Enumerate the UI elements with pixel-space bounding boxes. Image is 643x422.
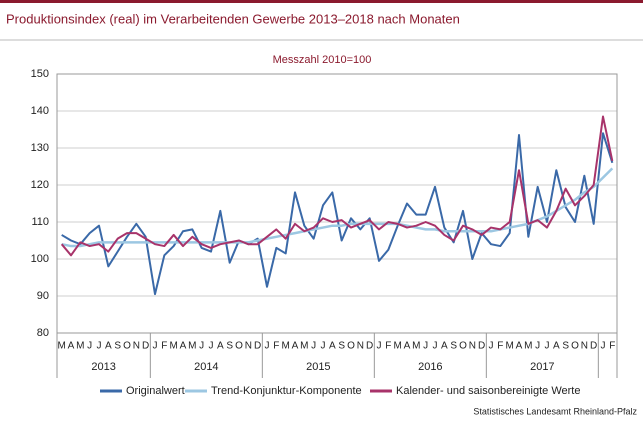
x-tick-label: J bbox=[199, 341, 204, 352]
x-tick-label: A bbox=[516, 341, 523, 352]
x-tick-label: J bbox=[601, 341, 606, 352]
x-tick-label: M bbox=[169, 341, 177, 352]
x-tick-label: A bbox=[68, 341, 75, 352]
x-tick-label: S bbox=[562, 341, 569, 352]
x-tick-label: M bbox=[188, 341, 196, 352]
x-tick-label: M bbox=[393, 341, 401, 352]
top-rule bbox=[0, 0, 643, 3]
x-tick-label: A bbox=[217, 341, 224, 352]
x-tick-label: D bbox=[590, 341, 597, 352]
x-tick-label: M bbox=[524, 341, 532, 352]
y-tick-label: 140 bbox=[31, 105, 49, 117]
x-tick-label: J bbox=[87, 341, 92, 352]
x-tick-label: A bbox=[292, 341, 299, 352]
x-tick-label: J bbox=[321, 341, 326, 352]
x-tick-label: M bbox=[281, 341, 289, 352]
x-tick-label: M bbox=[76, 341, 84, 352]
y-tick-label: 130 bbox=[31, 142, 49, 154]
x-tick-label: M bbox=[300, 341, 308, 352]
chart-subtitle: Messzahl 2010=100 bbox=[273, 54, 372, 66]
y-tick-label: 100 bbox=[31, 253, 49, 265]
x-tick-label: S bbox=[450, 341, 457, 352]
x-tick-label: F bbox=[273, 341, 279, 352]
x-tick-label: D bbox=[142, 341, 149, 352]
x-tick-label: J bbox=[423, 341, 428, 352]
x-tick-label: J bbox=[545, 341, 550, 352]
x-tick-label: A bbox=[404, 341, 411, 352]
x-tick-label: S bbox=[114, 341, 121, 352]
x-tick-label: J bbox=[433, 341, 438, 352]
y-tick-label: 90 bbox=[37, 290, 49, 302]
x-tick-label: S bbox=[338, 341, 345, 352]
x-tick-label: J bbox=[311, 341, 316, 352]
series-line bbox=[60, 115, 614, 257]
x-tick-label: O bbox=[123, 341, 131, 352]
legend-label: Kalender- und saisonbereinigte Werte bbox=[396, 385, 580, 397]
plot-frame bbox=[56, 73, 618, 334]
x-tick-label: N bbox=[357, 341, 364, 352]
y-tick-label: 110 bbox=[31, 216, 49, 228]
x-tick-label: A bbox=[180, 341, 187, 352]
chart-title: Produktionsindex (real) im Verarbeitende… bbox=[6, 11, 460, 26]
source: Statistisches Landesamt Rheinland-Pfalz bbox=[473, 406, 637, 416]
x-tick-label: M bbox=[505, 341, 513, 352]
year-label: 2017 bbox=[530, 361, 554, 373]
x-tick-label: J bbox=[209, 341, 214, 352]
x-tick-label: A bbox=[329, 341, 336, 352]
x-tick-label: O bbox=[571, 341, 579, 352]
x-tick-label: O bbox=[459, 341, 467, 352]
x-tick-label: F bbox=[497, 341, 503, 352]
x-tick-label: F bbox=[161, 341, 167, 352]
year-label: 2014 bbox=[194, 361, 218, 373]
year-label: 2016 bbox=[418, 361, 442, 373]
x-tick-label: F bbox=[609, 341, 615, 352]
x-tick-label: M bbox=[57, 341, 65, 352]
x-tick-label: A bbox=[553, 341, 560, 352]
x-tick-label: J bbox=[489, 341, 494, 352]
x-tick-label: D bbox=[478, 341, 485, 352]
year-label: 2013 bbox=[91, 361, 115, 373]
x-tick-label: J bbox=[97, 341, 102, 352]
x-tick-label: O bbox=[235, 341, 243, 352]
year-label: 2015 bbox=[306, 361, 330, 373]
x-tick-label: J bbox=[265, 341, 270, 352]
x-tick-label: M bbox=[412, 341, 420, 352]
x-tick-label: N bbox=[581, 341, 588, 352]
x-tick-label: J bbox=[535, 341, 540, 352]
x-tick-label: N bbox=[133, 341, 140, 352]
x-tick-label: F bbox=[385, 341, 391, 352]
x-tick-label: J bbox=[153, 341, 158, 352]
legend-label: Trend-Konjunktur-Komponente bbox=[211, 385, 362, 397]
x-tick-label: D bbox=[254, 341, 261, 352]
series-line bbox=[61, 132, 614, 296]
x-tick-label: O bbox=[347, 341, 355, 352]
x-tick-label: D bbox=[366, 341, 373, 352]
x-tick-label: N bbox=[469, 341, 476, 352]
y-tick-label: 80 bbox=[37, 327, 49, 339]
y-tick-label: 120 bbox=[31, 179, 49, 191]
x-tick-label: J bbox=[377, 341, 382, 352]
x-tick-label: N bbox=[245, 341, 252, 352]
x-tick-label: S bbox=[226, 341, 233, 352]
legend-label: Originalwert bbox=[126, 385, 185, 397]
x-tick-label: A bbox=[105, 341, 112, 352]
x-tick-label: A bbox=[441, 341, 448, 352]
y-tick-label: 150 bbox=[31, 68, 49, 80]
